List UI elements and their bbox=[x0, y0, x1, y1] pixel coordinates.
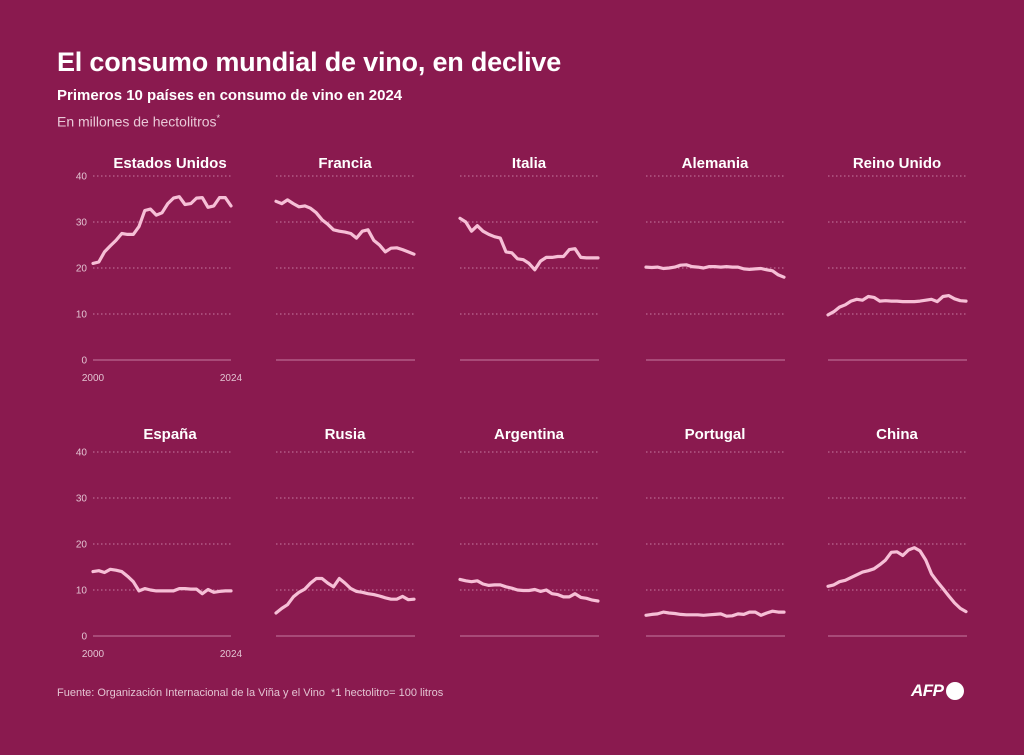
y-tick-label: 20 bbox=[76, 264, 88, 275]
panel-title: Argentina bbox=[494, 426, 565, 443]
series-line bbox=[826, 294, 968, 317]
unit-label: En millones de hectolitros* bbox=[57, 113, 220, 130]
y-tick-label: 10 bbox=[76, 310, 88, 321]
y-tick-label: 0 bbox=[81, 632, 87, 643]
y-tick-label: 20 bbox=[76, 540, 88, 551]
panel-title: Reino Unido bbox=[853, 155, 941, 172]
afp-logo-text: AFP bbox=[911, 681, 944, 700]
series-line bbox=[644, 609, 786, 618]
panel-title: España bbox=[143, 426, 197, 443]
y-tick-label: 30 bbox=[76, 218, 88, 229]
series-line bbox=[644, 263, 786, 279]
series-line bbox=[826, 546, 968, 614]
unit-text: En millones de hectolitros bbox=[57, 113, 217, 130]
series-line bbox=[91, 567, 233, 596]
afp-logo: AFP bbox=[911, 681, 964, 701]
panel-title: China bbox=[876, 426, 918, 443]
series-line bbox=[458, 216, 600, 272]
x-tick-label: 2000 bbox=[82, 373, 105, 384]
series-line bbox=[91, 195, 233, 265]
page-subtitle: Primeros 10 países en consumo de vino en… bbox=[57, 87, 403, 104]
panel-title: Francia bbox=[318, 155, 372, 172]
y-tick-label: 10 bbox=[76, 586, 88, 597]
series-line bbox=[274, 576, 416, 615]
x-tick-label: 2024 bbox=[220, 649, 243, 660]
y-tick-label: 40 bbox=[76, 172, 88, 183]
y-tick-label: 40 bbox=[76, 448, 88, 459]
panel-title: Italia bbox=[512, 155, 547, 172]
y-tick-label: 0 bbox=[81, 356, 87, 367]
panel-title: Estados Unidos bbox=[113, 155, 226, 172]
unit-footnote-mark: * bbox=[216, 113, 221, 123]
panel-title: Alemania bbox=[682, 155, 749, 172]
panel-title: Rusia bbox=[325, 426, 367, 443]
y-tick-label: 30 bbox=[76, 494, 88, 505]
x-tick-label: 2000 bbox=[82, 649, 105, 660]
series-line bbox=[274, 198, 416, 256]
afp-logo-dot bbox=[945, 682, 964, 700]
source-note: Fuente: Organización Internacional de la… bbox=[57, 687, 443, 699]
unit-footnote: *1 hectolitro= 100 litros bbox=[331, 687, 444, 699]
panel-title: Portugal bbox=[685, 426, 746, 443]
series-line bbox=[458, 577, 600, 603]
source-text: Fuente: Organización Internacional de la… bbox=[57, 687, 326, 699]
x-tick-label: 2024 bbox=[220, 373, 243, 384]
page-title: El consumo mundial de vino, en declive bbox=[57, 47, 562, 77]
